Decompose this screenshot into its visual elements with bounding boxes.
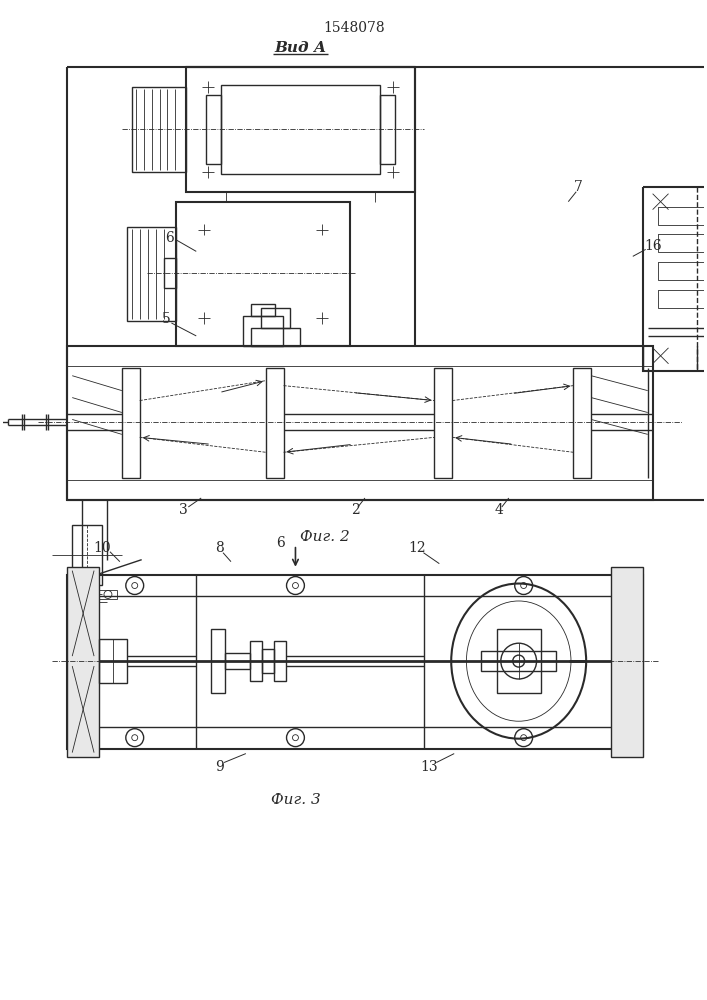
Text: 6: 6 (276, 536, 285, 550)
Bar (573, 368, 591, 478)
Bar (211, 629, 225, 693)
Bar (187, 67, 414, 192)
Text: 16: 16 (644, 239, 662, 253)
Bar (177, 202, 350, 346)
Text: 10: 10 (93, 541, 111, 555)
Text: Фиг. 2: Фиг. 2 (300, 530, 350, 544)
Bar (481, 651, 556, 671)
Text: 3: 3 (179, 503, 188, 517)
Bar (122, 368, 140, 478)
Bar (643, 187, 707, 371)
Bar (658, 290, 707, 308)
Bar (611, 567, 643, 757)
Text: 13: 13 (421, 760, 438, 774)
Bar (434, 368, 452, 478)
Bar (127, 227, 177, 321)
Bar (67, 567, 99, 757)
Bar (658, 207, 707, 225)
Bar (206, 95, 221, 164)
Text: 7: 7 (574, 180, 583, 194)
Bar (132, 87, 187, 172)
Text: Фиг. 3: Фиг. 3 (271, 793, 320, 807)
Bar (380, 95, 395, 164)
Bar (67, 346, 653, 500)
Bar (261, 308, 291, 328)
Bar (99, 639, 127, 683)
Text: 2: 2 (351, 503, 359, 517)
Bar (266, 368, 284, 478)
Bar (99, 589, 117, 599)
Bar (250, 641, 262, 681)
Bar (221, 85, 380, 174)
Bar (243, 316, 283, 346)
Bar (251, 328, 300, 346)
Bar (497, 629, 541, 693)
Bar (72, 525, 102, 585)
Text: Вид А: Вид А (274, 41, 327, 55)
Text: 6: 6 (165, 231, 174, 245)
Text: 1548078: 1548078 (323, 21, 385, 35)
Bar (658, 262, 707, 280)
Text: 9: 9 (215, 760, 223, 774)
Text: 5: 5 (162, 312, 171, 326)
Bar (274, 641, 286, 681)
Bar (262, 649, 274, 673)
Text: 12: 12 (409, 541, 426, 555)
Bar (67, 575, 643, 749)
Bar (658, 234, 707, 252)
Text: 8: 8 (215, 541, 223, 555)
Text: 4: 4 (494, 503, 503, 517)
Bar (251, 304, 274, 316)
Bar (165, 258, 177, 288)
